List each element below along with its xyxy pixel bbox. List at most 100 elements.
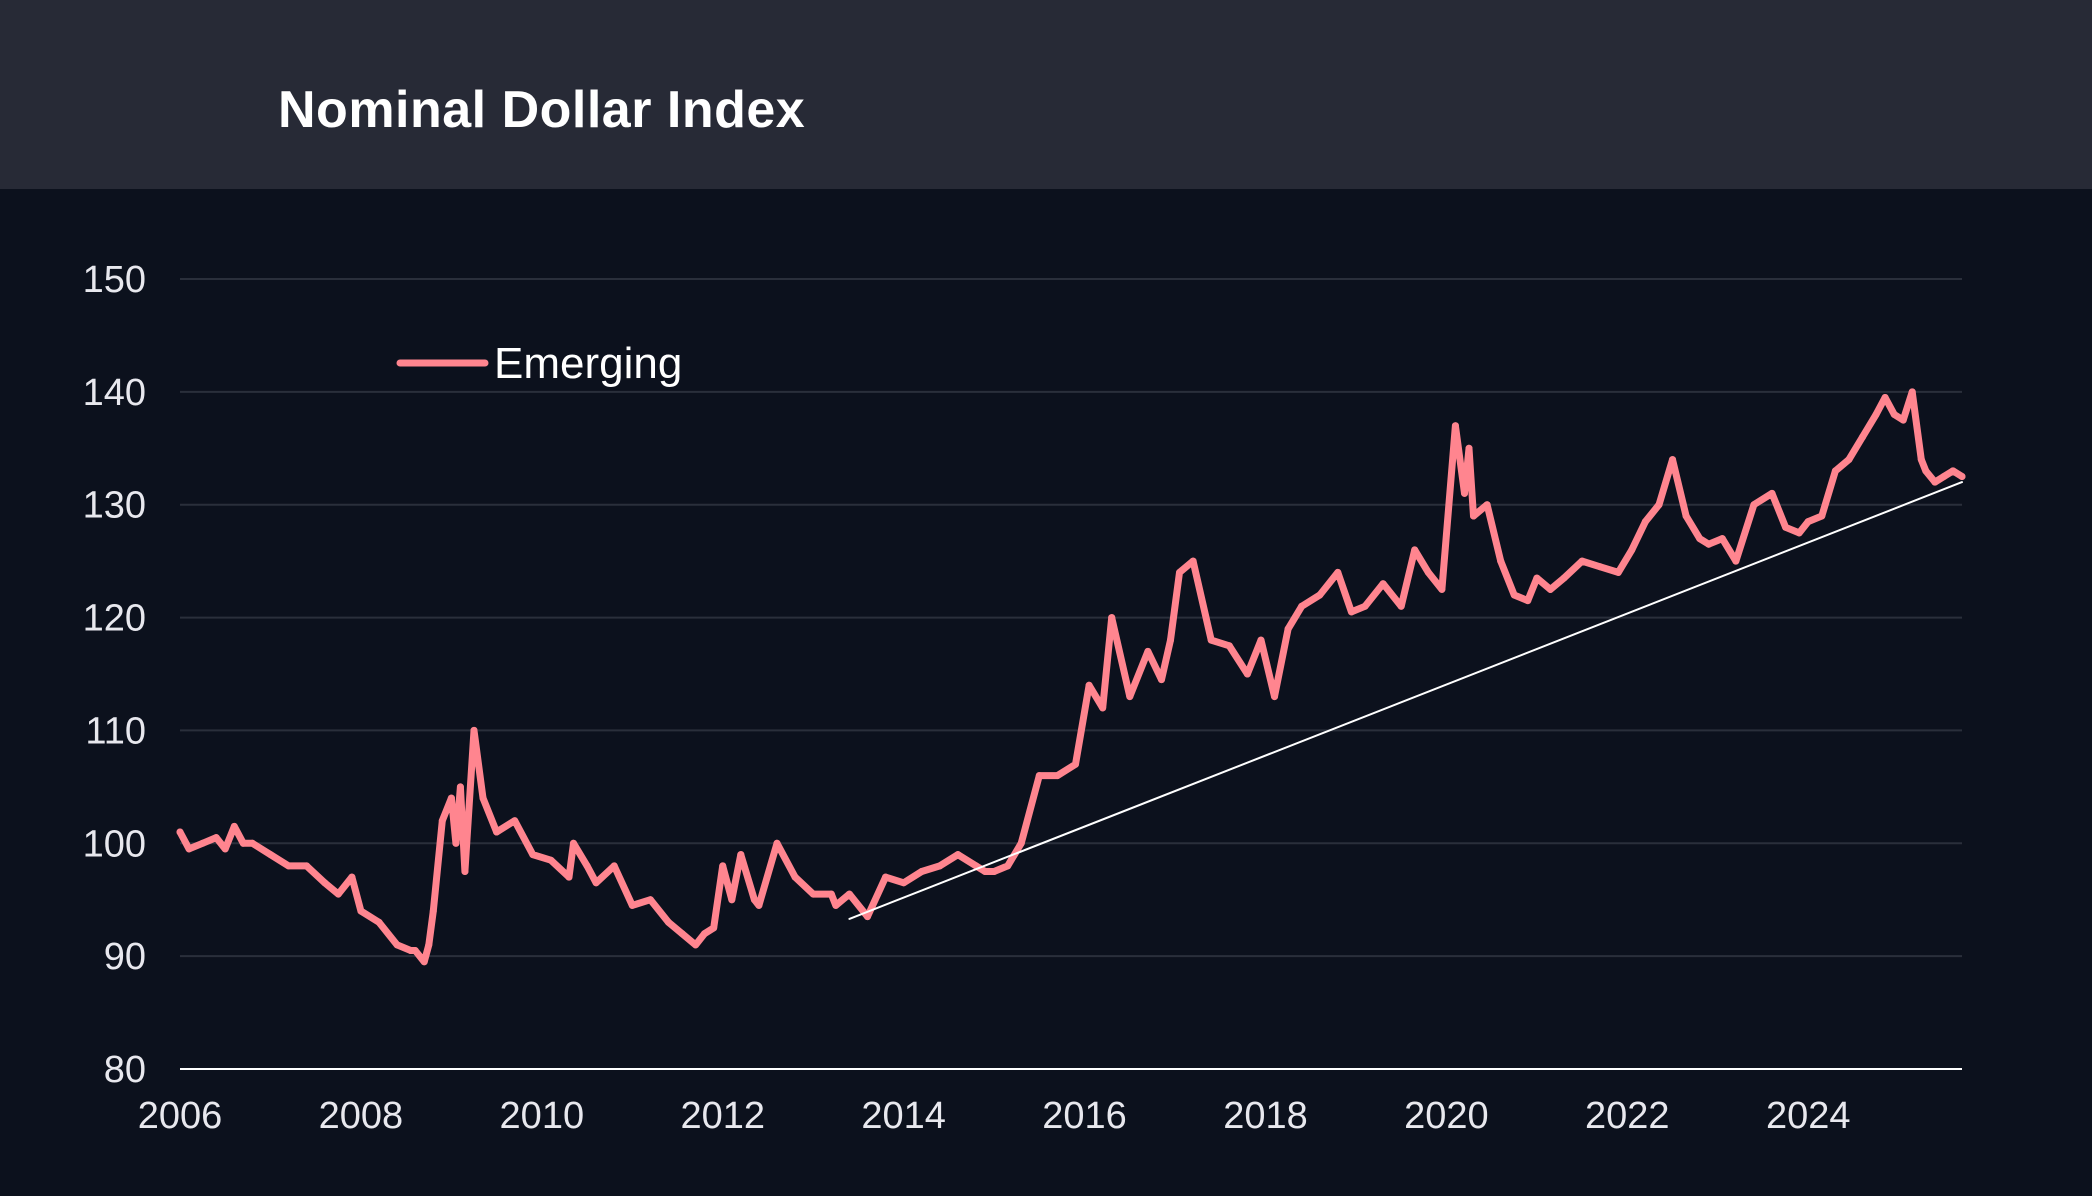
data-point (936, 862, 944, 870)
x-tick-label-2020: 2020 (1404, 1095, 1489, 1137)
data-point (547, 856, 555, 864)
data-point (185, 845, 193, 853)
data-point (583, 862, 591, 870)
data-point (1628, 546, 1636, 554)
line-chart: 80 90 100 110 120 130 140 150 2006 2008 2010 2012 20… (83, 259, 1966, 1137)
data-point (1424, 568, 1432, 576)
data-point (199, 839, 207, 847)
data-point (447, 794, 455, 802)
data-point (918, 868, 926, 875)
data-point (569, 839, 577, 847)
series-line-emerging (176, 388, 1966, 966)
data-point (1017, 839, 1025, 847)
data-point (1881, 394, 1889, 401)
data-point (954, 851, 962, 859)
y-tick-label-80: 80 (104, 1049, 146, 1091)
y-tick-label-110: 110 (85, 710, 146, 752)
data-point (239, 839, 247, 847)
data-point (452, 839, 460, 847)
data-point (1524, 597, 1532, 605)
data-point (791, 873, 799, 881)
data-point (773, 839, 781, 847)
x-tick-label-2024: 2024 (1766, 1095, 1851, 1137)
y-tick-label-140: 140 (83, 372, 146, 414)
y-tick-label-90: 90 (104, 936, 146, 978)
x-tick-label-2014: 2014 (861, 1095, 946, 1137)
data-point (248, 839, 256, 847)
data-point (900, 879, 908, 887)
data-point (750, 896, 758, 904)
data-point (827, 890, 835, 898)
data-point (221, 845, 229, 853)
data-point (1718, 535, 1726, 543)
data-point (1053, 772, 1061, 780)
data-point (1922, 467, 1930, 475)
x-tick-label-2006: 2006 (138, 1095, 223, 1137)
data-point (863, 913, 871, 921)
data-point (1271, 693, 1279, 701)
data-point (809, 890, 817, 898)
data-point (1533, 574, 1541, 582)
data-point (321, 879, 329, 887)
data-point (1004, 862, 1012, 870)
data-point (628, 901, 636, 909)
data-point (1795, 529, 1803, 537)
chart-header: Nominal Dollar Index (0, 0, 2092, 189)
data-point (592, 879, 600, 887)
data-point (348, 873, 356, 881)
data-point (393, 941, 401, 949)
data-point (1207, 636, 1215, 644)
chart-title: Nominal Dollar Index (278, 81, 806, 139)
y-tick-label-120: 120 (83, 598, 146, 640)
data-point (1347, 608, 1355, 616)
data-point (1917, 456, 1925, 464)
data-point (411, 947, 419, 954)
data-point (692, 941, 700, 949)
data-point (1818, 512, 1826, 520)
data-point (1176, 568, 1184, 576)
data-point (1641, 518, 1649, 526)
data-point (1460, 489, 1468, 497)
data-point (678, 930, 686, 938)
data-point (1257, 636, 1265, 644)
data-point (493, 828, 501, 836)
data-point (1072, 760, 1080, 768)
gridlines (180, 278, 1962, 958)
data-point (1560, 574, 1568, 582)
trend-line (848, 481, 1963, 920)
y-tick-label-100: 100 (83, 823, 146, 865)
data-point (1949, 467, 1957, 475)
data-point (1750, 501, 1758, 509)
data-point (1108, 614, 1116, 622)
data-point (1225, 642, 1233, 650)
data-point (1546, 585, 1554, 593)
data-point (334, 890, 342, 898)
data-point (882, 873, 890, 881)
data-point (990, 868, 998, 875)
axes: 80 90 100 110 120 130 140 150 2006 2008 2010 2012 20… (83, 259, 1962, 1137)
y-tick-label-150: 150 (83, 259, 146, 301)
data-point (728, 896, 736, 904)
data-point (1144, 647, 1152, 655)
data-point (1782, 523, 1790, 531)
data-point (479, 794, 487, 802)
data-point (461, 868, 469, 875)
data-point (755, 901, 763, 909)
data-point (420, 958, 428, 966)
data-point (1397, 602, 1405, 610)
data-point (1845, 456, 1853, 464)
data-point (1510, 591, 1518, 599)
x-tick-label-2008: 2008 (319, 1095, 404, 1137)
data-point (1243, 670, 1251, 678)
data-point (610, 862, 618, 870)
data-point (719, 862, 727, 870)
x-tick-label-2018: 2018 (1223, 1095, 1308, 1137)
data-point (1768, 489, 1776, 497)
data-point (1858, 433, 1866, 441)
x-tick-label-2016: 2016 (1042, 1095, 1127, 1137)
data-point (429, 907, 437, 915)
data-point (1465, 444, 1473, 452)
data-point (425, 941, 433, 949)
x-tick-label-2012: 2012 (680, 1095, 765, 1137)
legend-label-emerging: Emerging (494, 339, 682, 388)
